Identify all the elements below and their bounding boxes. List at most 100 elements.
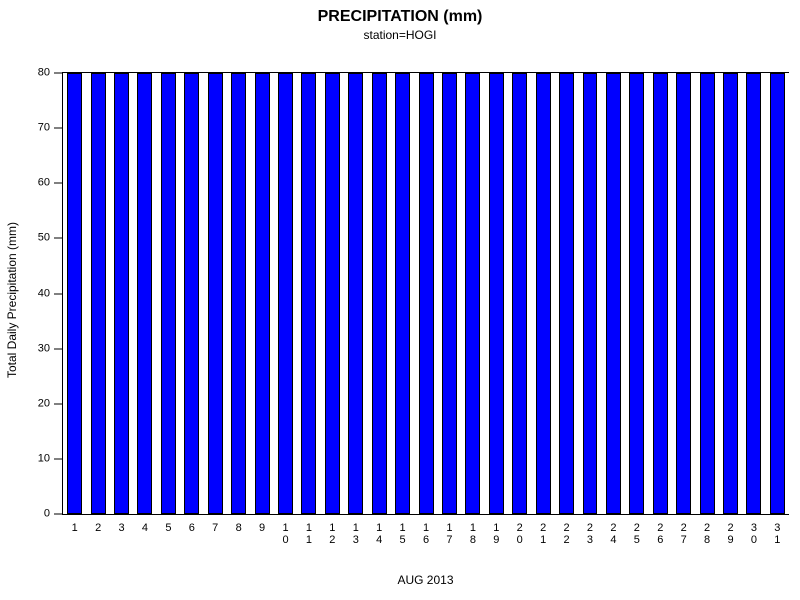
bar-day-19 [488,73,504,514]
bar-slot [204,73,227,514]
y-tick-mark [54,127,62,129]
bar-day-5 [160,73,176,514]
y-tick-label: 80 [37,66,50,79]
x-tick-label: 2 2 [563,522,570,546]
x-tick-label: 2 [95,522,102,534]
bar-day-12 [324,73,340,514]
y-tick-label: 40 [37,287,50,299]
bar-slot [180,73,203,514]
y-tick-label: 10 [37,452,50,465]
y-tick-label: 70 [37,121,50,134]
bar-slot [250,73,273,514]
bar-day-20 [512,73,528,514]
y-tick-label: 20 [37,397,50,410]
bar-slot [367,73,390,514]
bar-slot [602,73,625,514]
bar-day-8 [231,73,247,514]
x-tick-label: 2 8 [704,522,711,546]
x-tick-label: 1 8 [469,522,476,546]
bar-slot [227,73,250,514]
bar-slot [274,73,297,514]
y-tick-mark [54,237,62,239]
bar-day-27 [676,73,692,514]
bar-day-25 [629,73,645,514]
x-tick-label: 2 0 [516,522,523,546]
bar-day-24 [605,73,621,514]
bar-slot [344,73,367,514]
bars-container [63,73,789,514]
bar-slot [578,73,601,514]
bar-day-14 [371,73,387,514]
y-tick-label: 0 [43,507,50,520]
bar-slot [133,73,156,514]
bar-slot [438,73,461,514]
x-tick-label: 2 6 [657,522,664,546]
bar-slot [625,73,648,514]
x-tick-label: 1 2 [329,522,336,546]
y-tick-mark [54,348,62,350]
x-tick-label: 1 0 [282,522,289,546]
bar-day-9 [254,73,270,514]
bar-slot [508,73,531,514]
y-tick-mark [54,403,62,405]
bar-slot [63,73,86,514]
x-tick-label: 3 0 [750,522,757,546]
x-tick-label: 3 1 [774,522,781,546]
y-tick-label: 30 [37,342,50,355]
x-tick-label: 1 4 [376,522,383,546]
bar-day-30 [746,73,762,514]
x-tick-label: 4 [141,522,149,534]
x-tick-label: 5 [165,522,172,534]
bar-slot [695,73,718,514]
x-tick-label: 2 4 [610,522,617,546]
bar-slot [766,73,789,514]
y-tick-label: 50 [37,231,50,244]
x-tick-label: 1 6 [422,522,430,546]
y-axis-label: Total Daily Precipitation (mm) [5,221,19,379]
bar-day-18 [465,73,481,514]
y-tick-mark [54,458,62,460]
bar-slot [649,73,672,514]
bar-slot [719,73,742,514]
bar-slot [414,73,437,514]
y-tick-mark [54,293,62,294]
bar-day-26 [652,73,668,514]
y-tick-mark [54,72,62,74]
x-tick-label: 2 1 [540,522,547,546]
x-tick-label: 1 [71,522,78,534]
bar-slot [297,73,320,514]
bar-day-6 [184,73,200,514]
bar-day-2 [90,73,106,514]
x-tick-label: 9 [259,522,266,534]
bar-slot [157,73,180,514]
x-tick-label: 1 9 [493,522,500,546]
x-tick-label: 1 5 [399,522,406,546]
bar-day-7 [207,73,223,514]
bar-day-21 [535,73,551,514]
bar-slot [86,73,109,514]
x-tick-label: 1 7 [446,522,453,546]
bar-day-29 [723,73,739,514]
bar-day-28 [699,73,715,514]
x-tick-label: 2 3 [586,522,594,546]
y-tick-label: 60 [37,176,50,189]
x-tick-label: 2 9 [727,522,734,546]
x-tick-label: 7 [212,522,219,534]
bar-day-31 [769,73,785,514]
bar-day-22 [559,73,575,514]
bar-day-13 [348,73,364,514]
y-tick-mark [54,182,62,184]
bar-day-16 [418,73,434,514]
y-tick-mark [54,513,62,515]
x-axis-label: AUG 2013 [397,573,454,587]
bar-day-1 [67,73,83,514]
bar-slot [461,73,484,514]
bar-day-4 [137,73,153,514]
bar-slot [531,73,554,514]
bar-slot [391,73,414,514]
bar-slot [555,73,578,514]
x-tick-label: 2 7 [680,522,687,546]
bar-day-23 [582,73,598,514]
x-tick-label: 6 [188,522,195,534]
